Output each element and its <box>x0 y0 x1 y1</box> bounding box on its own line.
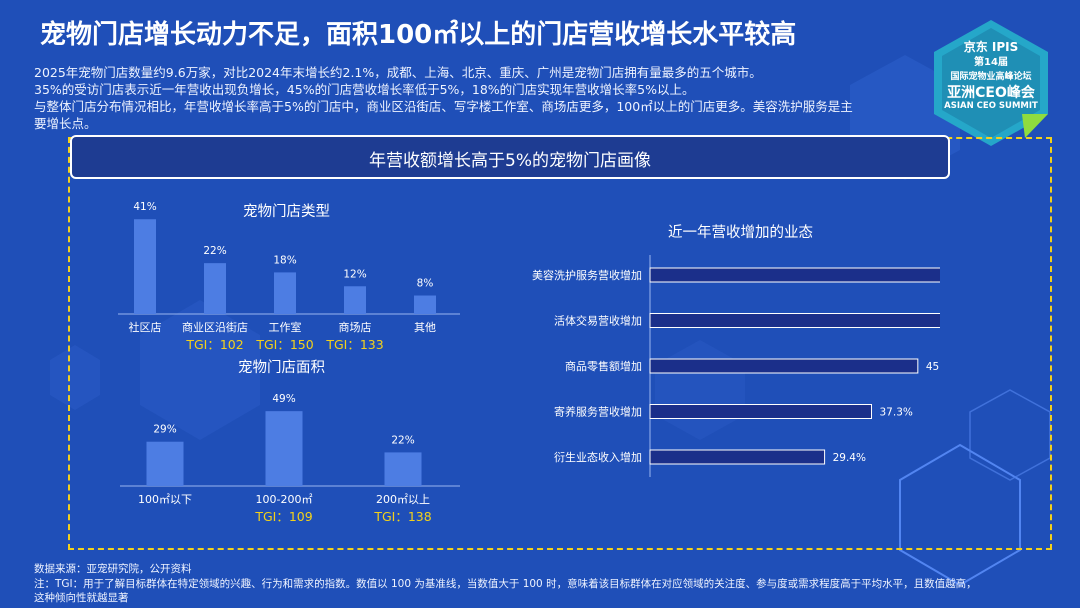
bar-value-label: 45.1% <box>926 361 940 373</box>
bar <box>649 313 940 328</box>
bar <box>265 411 303 486</box>
bar-value-label: 41% <box>133 201 156 213</box>
category-label: 200㎡以上 <box>376 493 430 506</box>
logo-brand: 京东 <box>963 40 988 54</box>
panel-header <box>70 135 950 179</box>
category-label: 工作室 <box>269 320 302 334</box>
category-label: 商品零售额增加 <box>565 359 642 373</box>
panel-title: 年营收额增长高于5%的宠物门店画像 <box>369 151 651 171</box>
bar-value-label: 12% <box>343 268 366 280</box>
bar-value-label: 49% <box>272 393 295 405</box>
bar <box>274 272 296 314</box>
logo-ipis: IPIS <box>991 40 1019 54</box>
bar <box>649 449 826 465</box>
category-label: 衍生业态收入增加 <box>554 450 642 464</box>
store-type-chart-title: 宠物门店类型 <box>243 204 330 220</box>
category-label: 100㎡以下 <box>138 493 192 506</box>
page-title: 宠物门店增长动力不足，面积100㎡以上的门店营收增长水平较高 <box>40 20 797 50</box>
bar <box>649 267 940 283</box>
intro-text: 2025年宠物门店数量约9.6万家，对比2024年末增长约2.1%，成都、上海、… <box>34 64 934 132</box>
tgi-label: TGI：138 <box>373 509 431 524</box>
bar <box>134 219 156 314</box>
category-label: 商场店 <box>339 320 372 334</box>
store-area-chart: 29% 100㎡以下 49% 100-200㎡ TGI：109 22% 200㎡以上 TGI：… <box>120 393 460 524</box>
bar-value-label: 22% <box>391 434 414 446</box>
growth-business-chart-title: 近一年营收增加的业态 <box>668 225 813 241</box>
tgi-label: TGI：150 <box>255 337 313 352</box>
logo-summit: 亚洲CEO峰会 <box>947 85 1035 101</box>
bar <box>649 358 919 374</box>
category-label: 社区店 <box>129 320 162 334</box>
intro-line: 2025年宠物门店数量约9.6万家，对比2024年末增长约2.1%，成都、上海、… <box>34 65 762 80</box>
category-label: 其他 <box>414 321 436 334</box>
category-label: 商业区沿街店 <box>182 320 248 334</box>
footer-note-continued: 这种倾向性就越显著 <box>34 592 129 604</box>
bar-value-label: 37.3% <box>880 407 913 419</box>
tgi-label: TGI：133 <box>325 337 383 352</box>
bar <box>204 263 226 314</box>
category-label: 寄养服务营收增加 <box>554 405 642 419</box>
store-type-chart: 41% 社区店 22% 商业区沿街店 TGI：102 18% 工作室 TGI：150 12% 商场… <box>118 201 460 352</box>
store-area-chart-title: 宠物门店面积 <box>238 360 325 376</box>
category-label: 活体交易营收增加 <box>554 314 642 328</box>
intro-line: 35%的受访门店表示近一年营收出现负增长，45%的门店营收增长率低于5%，18%… <box>34 82 695 97</box>
tgi-label: TGI：109 <box>254 509 312 524</box>
bar <box>344 286 366 314</box>
summit-logo <box>934 20 1048 146</box>
bar-value-label: 18% <box>273 254 296 266</box>
footer-source: 数据来源：亚宠研究院，公开资料 <box>34 563 192 575</box>
bar <box>146 441 184 486</box>
bar <box>384 452 422 486</box>
growth-business-chart: 美容洗护服务营收增加60.8%活体交易营收增加51.0%商品零售额增加45.1%… <box>532 255 940 477</box>
footer-note: 注：TGI：用于了解目标群体在特定领域的兴趣、行为和需求的指数。数值以 100 … <box>34 578 977 590</box>
logo-edition: 第14届 <box>974 57 1008 68</box>
tgi-label: TGI：102 <box>185 337 243 352</box>
category-label: 100-200㎡ <box>256 493 313 506</box>
logo-forum: 国际宠物业高峰论坛 <box>950 72 1032 82</box>
bar <box>414 295 436 314</box>
bar-value-label: 22% <box>203 245 226 257</box>
bar-value-label: 29% <box>153 424 176 436</box>
category-label: 美容洗护服务营收增加 <box>532 268 642 282</box>
bar-value-label: 29.4% <box>833 452 866 464</box>
bar-value-label: 8% <box>417 278 434 290</box>
intro-line: 要增长点。 <box>34 116 97 131</box>
intro-line: 与整体门店分布情况相比，年营收增长率高于5%的门店中，商业区沿街店、写字楼工作室… <box>34 99 853 114</box>
bar <box>649 404 873 419</box>
logo-summit-en: ASIAN CEO SUMMIT <box>944 101 1038 111</box>
